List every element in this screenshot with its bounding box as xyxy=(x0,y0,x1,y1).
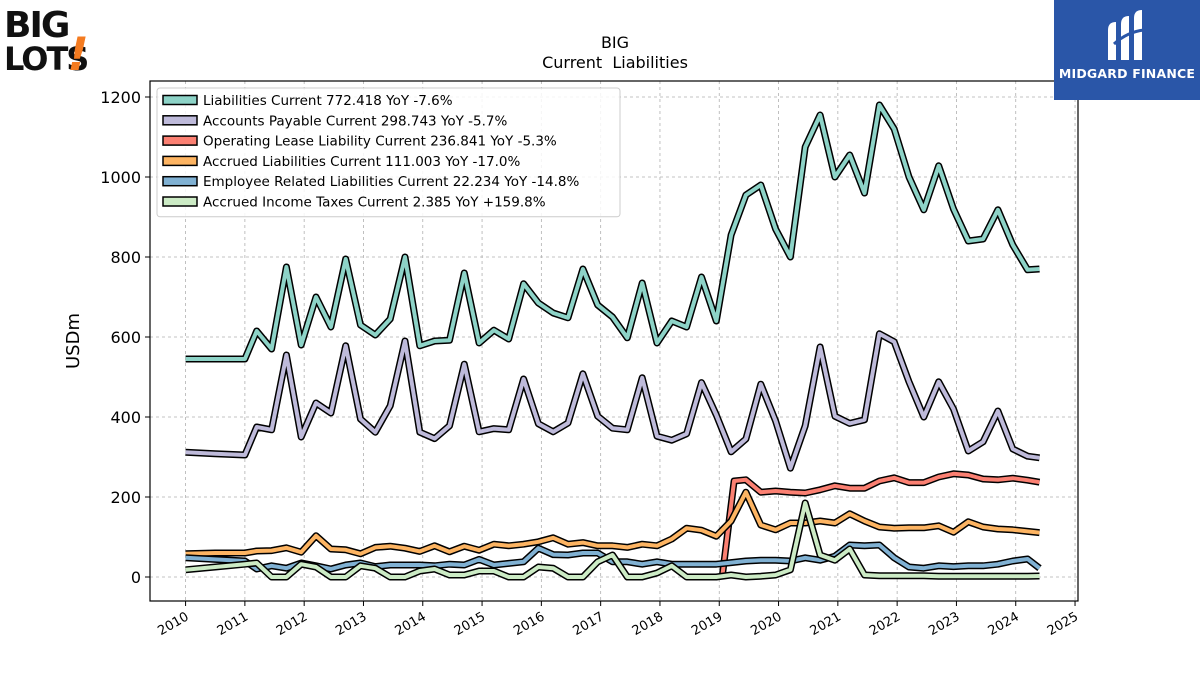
x-tick-label: 2023 xyxy=(926,609,962,639)
legend-label: Accounts Payable Current 298.743 YoY -5.… xyxy=(203,113,508,129)
partner-name: MIDGARD FINANCE xyxy=(1058,66,1196,81)
y-tick-label: 1200 xyxy=(100,88,141,107)
series-4 xyxy=(185,488,1040,558)
series-5 xyxy=(185,541,1042,573)
series-line xyxy=(185,501,1040,579)
x-tick-label: 2025 xyxy=(1045,609,1081,639)
series-line xyxy=(720,471,1040,578)
x-tick-label: 2024 xyxy=(986,609,1022,639)
legend-label: Operating Lease Liability Current 236.84… xyxy=(203,134,557,150)
y-tick-label: 0 xyxy=(131,568,141,587)
legend-swatch xyxy=(162,115,198,126)
y-axis-label: USDm xyxy=(63,313,84,369)
x-tick-label: 2018 xyxy=(630,609,666,639)
series-6 xyxy=(185,499,1040,581)
y-tick-label: 200 xyxy=(110,488,141,507)
legend-label: Accrued Liabilities Current 111.003 YoY … xyxy=(203,154,520,170)
y-tick-label: 800 xyxy=(110,248,141,267)
legend: Liabilities Current 772.418 YoY -7.6% Acc… xyxy=(156,87,621,218)
legend-swatch xyxy=(162,135,198,146)
x-tick-label: 2022 xyxy=(867,609,903,639)
chart-subtitle: Current Liabilities xyxy=(542,53,688,72)
series-outline xyxy=(185,330,1040,472)
x-tick-label: 2016 xyxy=(511,609,547,639)
brand-logo-line1: BIG xyxy=(4,5,68,46)
legend-swatch xyxy=(162,155,198,167)
legend-label: Employee Related Liabilities Current 22.… xyxy=(203,174,579,190)
series-1 xyxy=(185,101,1040,363)
series-3 xyxy=(718,470,1041,578)
big-lots-logo: BIG LOTS ! xyxy=(2,4,102,81)
y-tick-label: 600 xyxy=(110,328,141,347)
x-tick-label: 2020 xyxy=(748,609,784,639)
legend-box xyxy=(156,87,621,218)
midgard-m-icon xyxy=(1108,10,1145,60)
x-tick-label: 2015 xyxy=(452,609,488,639)
x-tick-label: 2021 xyxy=(808,609,844,639)
x-tick-label: 2019 xyxy=(689,609,725,639)
legend-swatch xyxy=(162,94,198,106)
legend-label: Accrued Income Taxes Current 2.385 YoY +… xyxy=(203,195,546,211)
y-tick-label: 400 xyxy=(110,408,141,427)
brand-logo-line2: LOTS xyxy=(4,40,87,76)
midgard-finance-logo: MIDGARD FINANCE xyxy=(1054,0,1200,100)
legend-swatch xyxy=(162,196,198,207)
series-line xyxy=(185,490,1040,556)
x-tick-label: 2013 xyxy=(333,609,369,639)
x-tick-label: 2014 xyxy=(393,609,429,639)
x-tick-label: 2011 xyxy=(215,609,251,639)
x-tick-label: 2012 xyxy=(274,609,310,639)
series-line xyxy=(185,331,1040,471)
series-lines xyxy=(185,101,1042,581)
y-tick-label: 1000 xyxy=(100,168,141,187)
series-2 xyxy=(185,330,1040,472)
x-tick-label: 2017 xyxy=(570,609,606,639)
legend-label: Liabilities Current 772.418 YoY -7.6% xyxy=(203,93,453,109)
series-line xyxy=(185,103,1040,361)
x-tick-label: 2010 xyxy=(155,609,191,639)
plot-frame xyxy=(149,80,1079,602)
chart-title: BIG xyxy=(601,33,629,52)
legend-swatch xyxy=(162,175,198,187)
series-line xyxy=(185,543,1041,571)
